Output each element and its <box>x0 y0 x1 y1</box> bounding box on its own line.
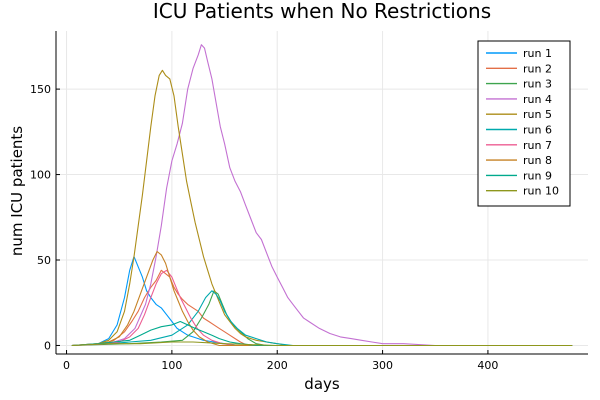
x-tick-label: 200 <box>267 359 288 372</box>
legend-label: run 10 <box>523 185 559 198</box>
y-tick-label: 50 <box>37 254 51 267</box>
series-line-run-5 <box>71 69 573 347</box>
legend-label: run 9 <box>523 169 552 182</box>
y-tick-label: 100 <box>30 169 51 182</box>
x-tick-label: 0 <box>63 359 70 372</box>
series-line-run-10 <box>71 341 573 347</box>
series-layer <box>71 44 573 347</box>
y-axis-label: num ICU patients <box>8 126 26 256</box>
legend-label: run 8 <box>523 154 552 167</box>
axes: 0 100 200 300 400 0 50 100 150 <box>30 31 588 372</box>
series-line-run-1 <box>71 256 436 347</box>
x-tick-label: 100 <box>161 359 182 372</box>
x-tick-label: 400 <box>477 359 498 372</box>
legend: run 1 run 2 run 3 run 4 run 5 run 6 run 7 run 8… <box>477 40 571 207</box>
chart-title: ICU Patients when No Restrictions <box>153 0 491 23</box>
series-line-run-3 <box>71 290 573 347</box>
legend-label: run 5 <box>523 108 552 121</box>
series-line-run-4 <box>71 44 436 347</box>
series-line-run-6 <box>71 290 573 347</box>
legend-label: run 7 <box>523 139 552 152</box>
legend-label: run 4 <box>523 93 552 106</box>
series-line-run-9 <box>71 320 573 347</box>
legend-label: run 2 <box>523 62 552 75</box>
legend-label: run 6 <box>523 124 552 137</box>
y-tick-label: 0 <box>44 339 51 352</box>
legend-label: run 3 <box>523 78 552 91</box>
x-axis-label: days <box>304 375 340 393</box>
y-tick-label: 150 <box>30 83 51 96</box>
x-tick-label: 300 <box>372 359 393 372</box>
series-line-run-8 <box>71 250 573 347</box>
legend-label: run 1 <box>523 47 552 60</box>
series-line-run-7 <box>71 269 573 347</box>
